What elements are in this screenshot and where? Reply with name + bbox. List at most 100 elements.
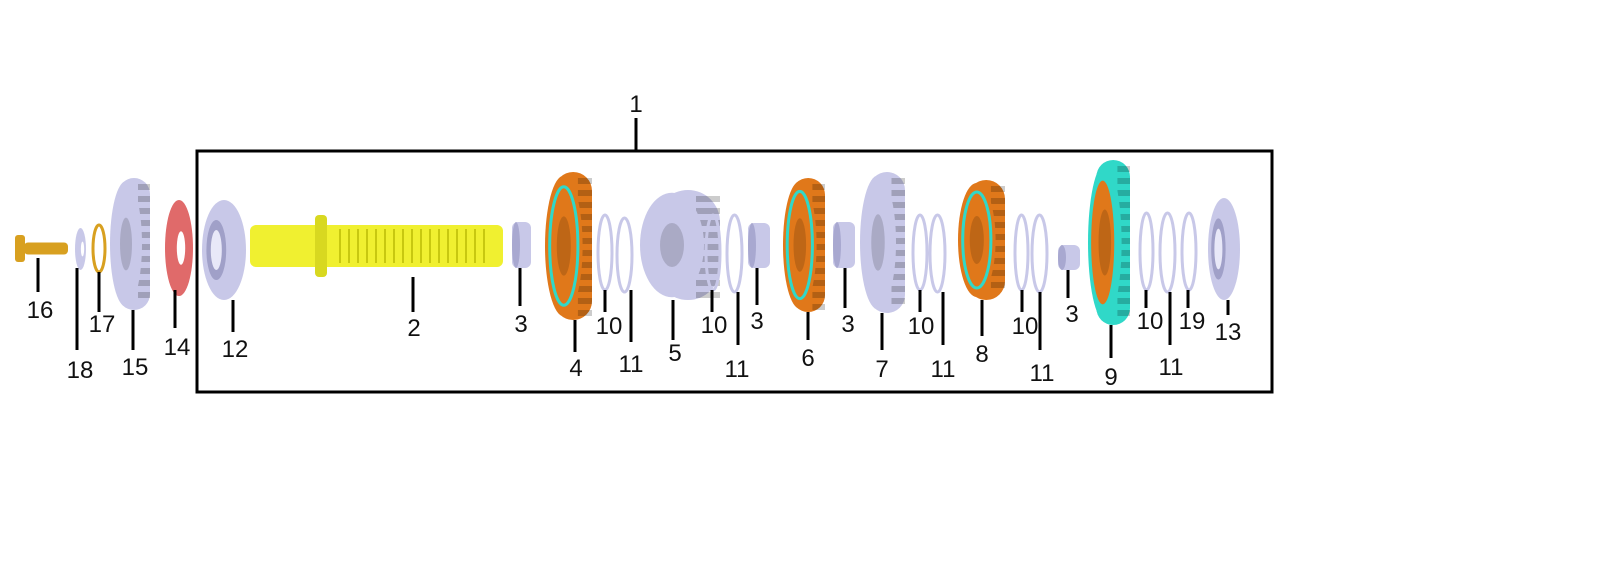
ring-outline [1138,211,1155,292]
gear-tooth [891,286,905,292]
callout-label: 10 [701,312,728,339]
part-gear [640,190,720,300]
gear-tooth [1117,214,1130,220]
bushing-face [748,223,756,268]
gear-tooth [138,256,150,262]
gear-tooth [990,222,1005,228]
gear-tooth [577,214,592,220]
gear-tooth [990,186,1005,192]
gear-tooth [990,210,1005,216]
assembly-bracket [195,149,1274,394]
gear-tooth [891,226,905,232]
gear-tooth [696,292,720,298]
washer-hole [80,241,85,257]
gear-tooth [138,196,150,202]
gear-tooth [1117,190,1130,196]
gear-tooth [696,208,720,214]
gear-tooth [891,214,905,220]
gear-inner-ring [785,189,814,301]
gear-tooth [138,244,150,250]
gear-tooth [1117,238,1130,244]
gear-tooth [577,178,592,184]
callout-label: 11 [1030,360,1055,387]
bushing-face [1058,245,1066,270]
part-ring [911,213,929,292]
callout-label: 10 [1137,308,1164,335]
callout-label: 4 [569,355,582,382]
gear-tooth [812,292,825,298]
gear-tooth [1117,298,1130,304]
gear-bore [556,216,571,276]
gear-tooth [990,282,1005,288]
part-ring [928,213,947,294]
ring-outline [596,213,614,292]
callout-label: 11 [931,356,956,383]
gear-tooth [577,298,592,304]
ring-outline [1030,213,1049,294]
part-gear [860,172,905,313]
gear-tooth [138,292,150,298]
callout-label: 15 [122,354,149,381]
callout-label: 13 [1215,319,1242,346]
bearing-bore [210,230,222,270]
callout-label: 7 [875,356,888,383]
gear-hub [1091,180,1115,305]
callout-label: 2 [407,315,420,342]
gear-tooth [990,258,1005,264]
ring-outline [1013,213,1030,292]
gear-tooth [812,304,825,310]
part-bush [748,223,770,268]
bolt-shank [24,242,68,255]
callout-label: 16 [27,297,54,324]
gear-face [783,181,817,309]
callout-label: 6 [801,345,814,372]
callout-label: 3 [750,308,763,335]
gear-tooth [812,256,825,262]
callout-label: 14 [164,334,191,361]
gear-tooth [812,184,825,190]
gear-inner-ring [548,185,580,307]
callout-label: 5 [668,340,681,367]
washer-hole [176,231,186,265]
ring-outline [91,223,107,274]
gear-tooth [891,202,905,208]
callout-label: 9 [1104,364,1117,391]
gear-tooth [696,256,720,262]
gear-tooth [1117,310,1130,316]
gear-tooth [138,220,150,226]
gear-face [545,175,583,317]
gear-tooth [1117,178,1130,184]
callout-label: 19 [1179,308,1206,335]
gear-tooth [696,244,720,250]
gear-tooth [1117,226,1130,232]
callout-label: 17 [89,311,116,338]
ring-outline [725,213,744,294]
gear-tooth [812,196,825,202]
gear-tooth [577,310,592,316]
gear-tooth [1117,250,1130,256]
bolt-head [15,235,25,262]
gear-tooth [138,268,150,274]
part-bush [833,222,855,268]
gear-tooth [891,274,905,280]
ring-outline [928,213,947,294]
callout-label: 11 [1159,354,1184,381]
part-ring [1030,213,1049,294]
part-ring [615,216,634,294]
gear-tooth [1117,274,1130,280]
part-ring [725,213,744,294]
gear-tooth [891,298,905,304]
gear-tooth [138,208,150,214]
part-gear [545,172,592,320]
gear-tooth [577,202,592,208]
part-bearing [202,200,246,300]
part-ring [1180,211,1198,292]
gear-tooth [891,190,905,196]
gear-tooth [812,280,825,286]
part-ring [1138,211,1155,292]
gear-tooth [891,262,905,268]
gear-tooth [138,184,150,190]
gear-bore [969,216,984,264]
gear-tooth [1117,286,1130,292]
